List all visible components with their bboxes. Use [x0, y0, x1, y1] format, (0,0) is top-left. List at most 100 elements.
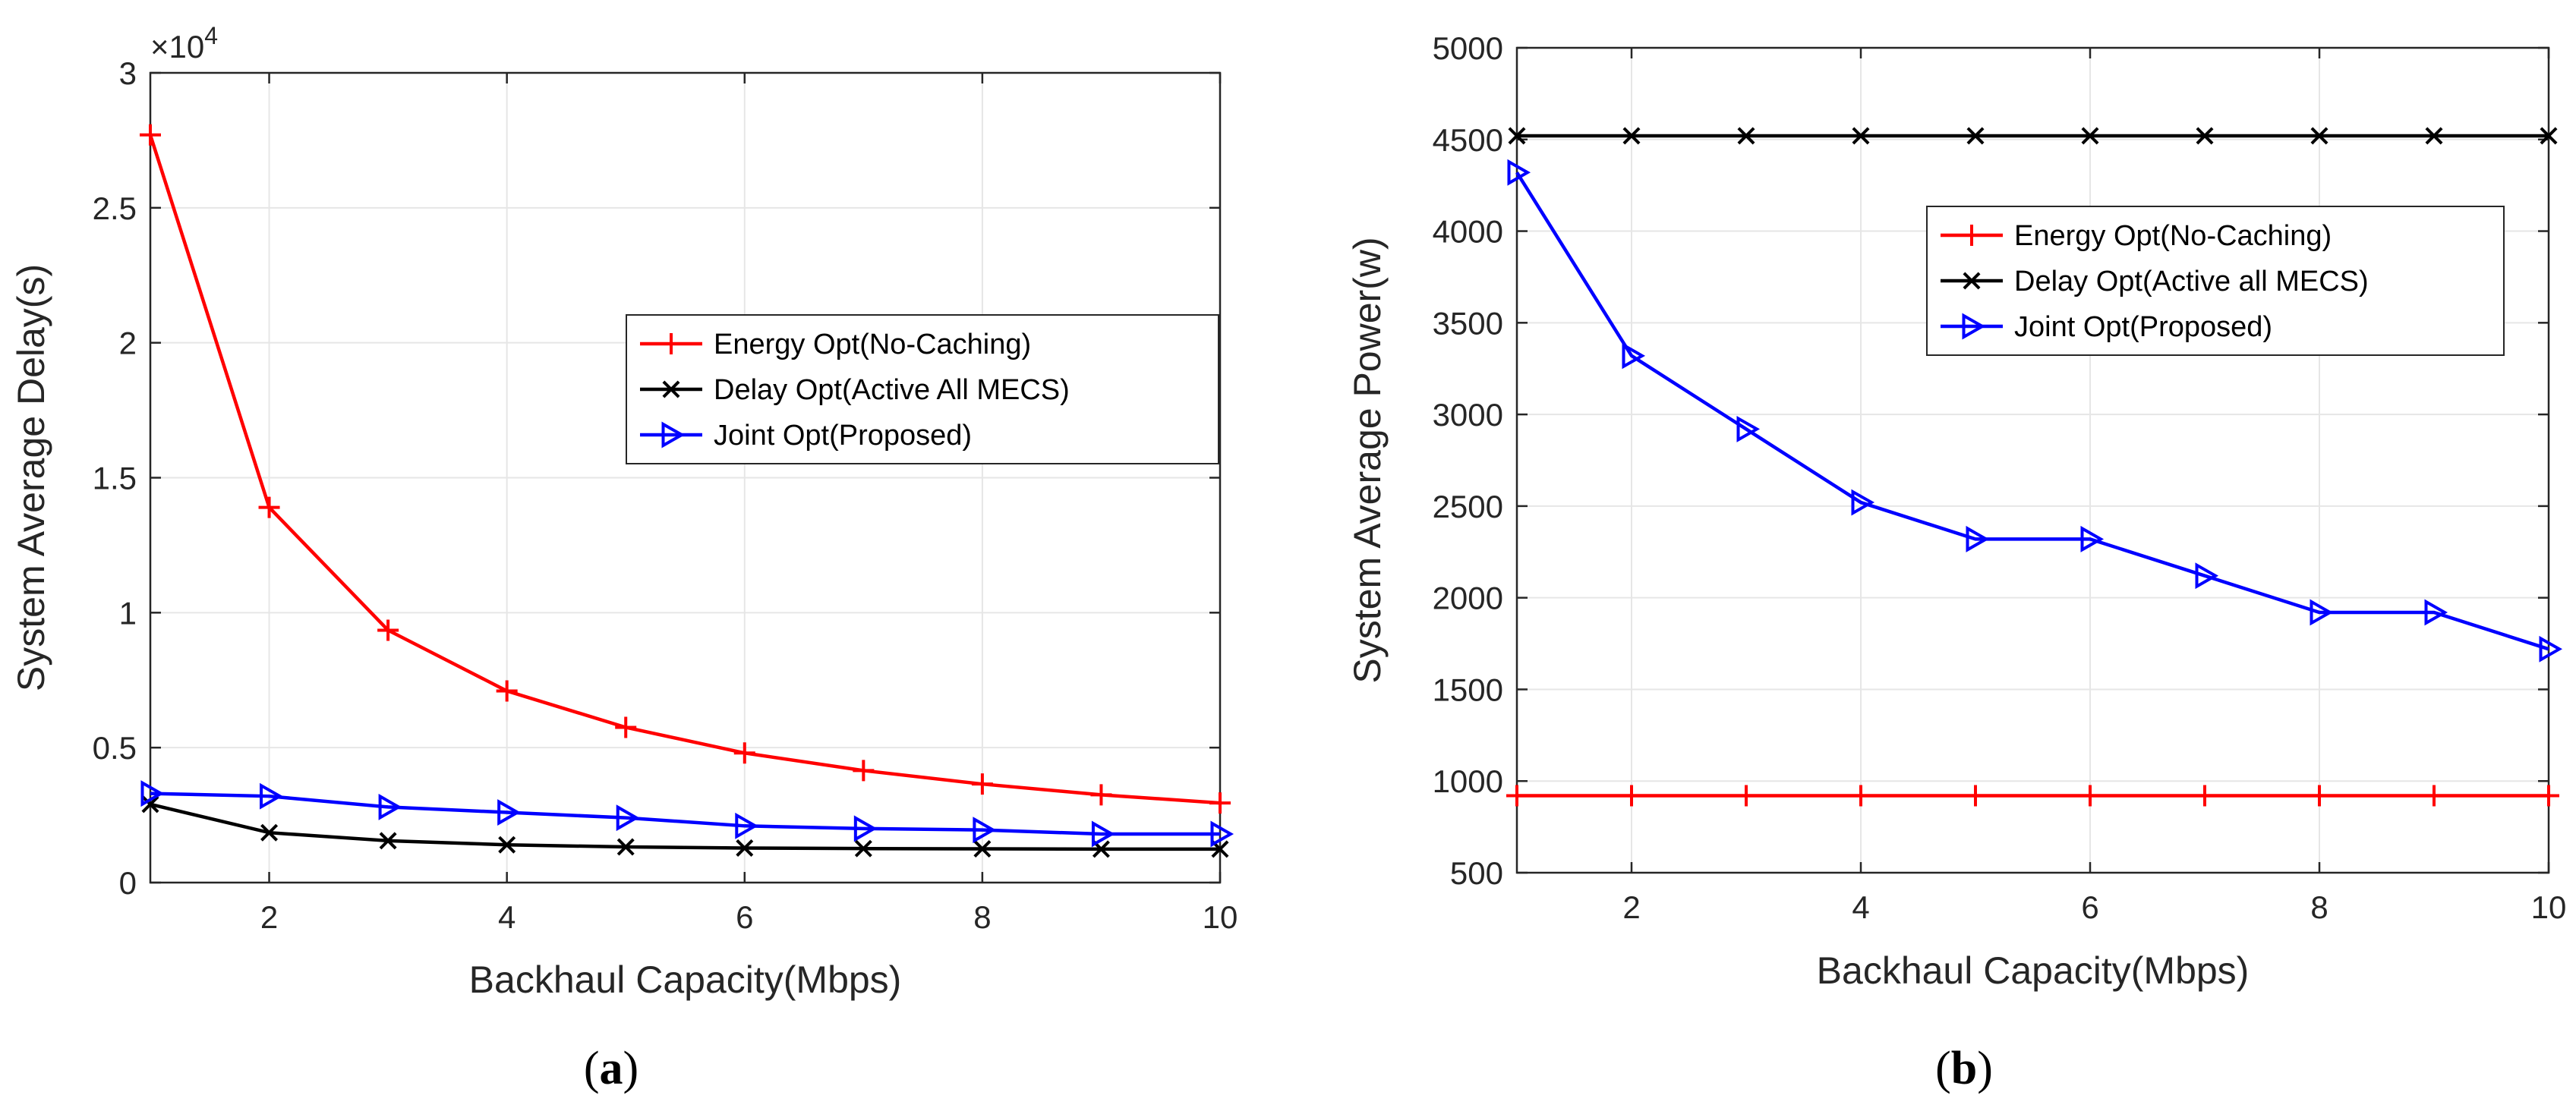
legend-marker [1963, 272, 1981, 290]
legend-item: Energy Opt(No-Caching) [1941, 220, 2332, 252]
legend-marker [661, 421, 686, 448]
y-tick-label: 5000 [1433, 30, 1503, 66]
data-point [1508, 127, 1526, 145]
y-tick-label: 1.5 [93, 461, 137, 496]
data-point [1736, 785, 1757, 807]
data-point [971, 773, 993, 795]
legend-marker [661, 333, 682, 354]
x-tick-label: 6 [736, 899, 753, 935]
data-point [378, 793, 402, 820]
legend-marker [662, 380, 680, 398]
data-point [1091, 820, 1115, 848]
series-line [150, 792, 1220, 836]
y-axis-label: System Average Delay(s) [10, 264, 52, 691]
x-tick-label: 8 [973, 899, 991, 935]
x-tick-label: 4 [1852, 889, 1869, 925]
y-tick-label: 2.5 [93, 190, 137, 226]
legend-item: Joint Opt(Proposed) [640, 420, 972, 452]
y-axis-label: System Average Power(w) [1346, 237, 1389, 683]
legend-marker [1961, 225, 1982, 246]
legend: Energy Opt(No-Caching) Delay Opt(Active A… [626, 314, 1219, 464]
data-point [2194, 785, 2215, 807]
data-point [2425, 127, 2443, 145]
panel-caption: (a) [584, 1043, 638, 1094]
x-tick-label: 10 [2531, 889, 2567, 925]
x-tick-label: 4 [498, 899, 516, 935]
legend-label: Delay Opt(Active All MECS) [714, 374, 1070, 406]
data-point [141, 795, 159, 814]
y-tick-label: 1000 [1433, 763, 1503, 799]
series-Delay Opt(Active all MECS) [1508, 127, 2558, 145]
x-tick-label: 6 [2081, 889, 2098, 925]
legend-item: Delay Opt(Active all MECS) [1941, 266, 2369, 297]
data-point [1852, 127, 1870, 145]
y-tick-label: 0 [119, 865, 137, 901]
data-point [2195, 562, 2219, 590]
data-point [735, 812, 758, 839]
plot-area [1517, 48, 2549, 873]
data-point [1737, 127, 1755, 145]
y-tick-label: 4000 [1433, 214, 1503, 250]
series-line [1515, 172, 2549, 651]
data-point [615, 716, 637, 738]
data-point [1622, 127, 1641, 145]
y-tick-label: 500 [1450, 855, 1503, 891]
data-point [260, 782, 283, 810]
data-point [736, 839, 754, 857]
y-tick-label: 1500 [1433, 672, 1503, 707]
y-tick-label: 2500 [1433, 489, 1503, 524]
legend-label: Joint Opt(Proposed) [2014, 311, 2272, 343]
data-point [616, 804, 640, 832]
axes-frame [1515, 46, 2550, 874]
y-tick-label: 2000 [1433, 581, 1503, 616]
data-point [2310, 599, 2334, 626]
data-point [2309, 785, 2330, 807]
legend-box [1926, 206, 2505, 356]
data-point [140, 780, 165, 807]
data-point [973, 817, 996, 844]
data-point [1965, 785, 1986, 807]
y-tick-label: 3000 [1433, 397, 1503, 433]
data-point [733, 742, 755, 764]
y-tick-label: 4500 [1433, 122, 1503, 158]
legend-item: Energy Opt(No-Caching) [640, 329, 1031, 360]
data-point [1851, 489, 1875, 516]
data-point [1966, 525, 1990, 552]
data-point [2081, 127, 2099, 145]
y-tick-label: 1 [119, 595, 137, 631]
data-point [2423, 785, 2445, 807]
data-point [853, 760, 875, 782]
data-point [260, 823, 279, 842]
series-Joint Opt(Proposed) [140, 780, 1234, 848]
data-point [973, 840, 992, 858]
data-point [2080, 525, 2105, 552]
x-tick-label: 10 [1203, 899, 1238, 935]
data-point [1966, 127, 1985, 145]
data-point [1090, 784, 1112, 806]
x-tick-label: 2 [260, 899, 278, 935]
data-point [854, 839, 872, 858]
data-point [497, 799, 521, 826]
data-point [377, 619, 399, 641]
data-point [1850, 785, 1871, 807]
data-point [2539, 635, 2563, 663]
legend-label: Joint Opt(Proposed) [714, 420, 972, 452]
series-Energy Opt(No-Caching) [140, 124, 1231, 814]
data-point [2079, 785, 2101, 807]
data-point [1506, 785, 1528, 807]
data-point [140, 124, 161, 146]
legend-label: Energy Opt(No-Caching) [714, 329, 1031, 360]
x-axis-label: Backhaul Capacity(Mbps) [469, 958, 902, 1001]
data-point [258, 496, 280, 518]
chart-panel-b: 2 4 6 8 10 500 1000 1500 2000 2500 3000 3500 4000 450… [1346, 30, 2566, 1094]
data-point [2310, 127, 2328, 145]
y-tick-label: 3 [119, 55, 137, 91]
data-point [1736, 415, 1761, 442]
data-point [2540, 127, 2558, 145]
y-tick-label: 0.5 [93, 730, 137, 766]
data-point [853, 815, 878, 842]
data-point [1507, 159, 1531, 186]
data-point [616, 838, 635, 856]
